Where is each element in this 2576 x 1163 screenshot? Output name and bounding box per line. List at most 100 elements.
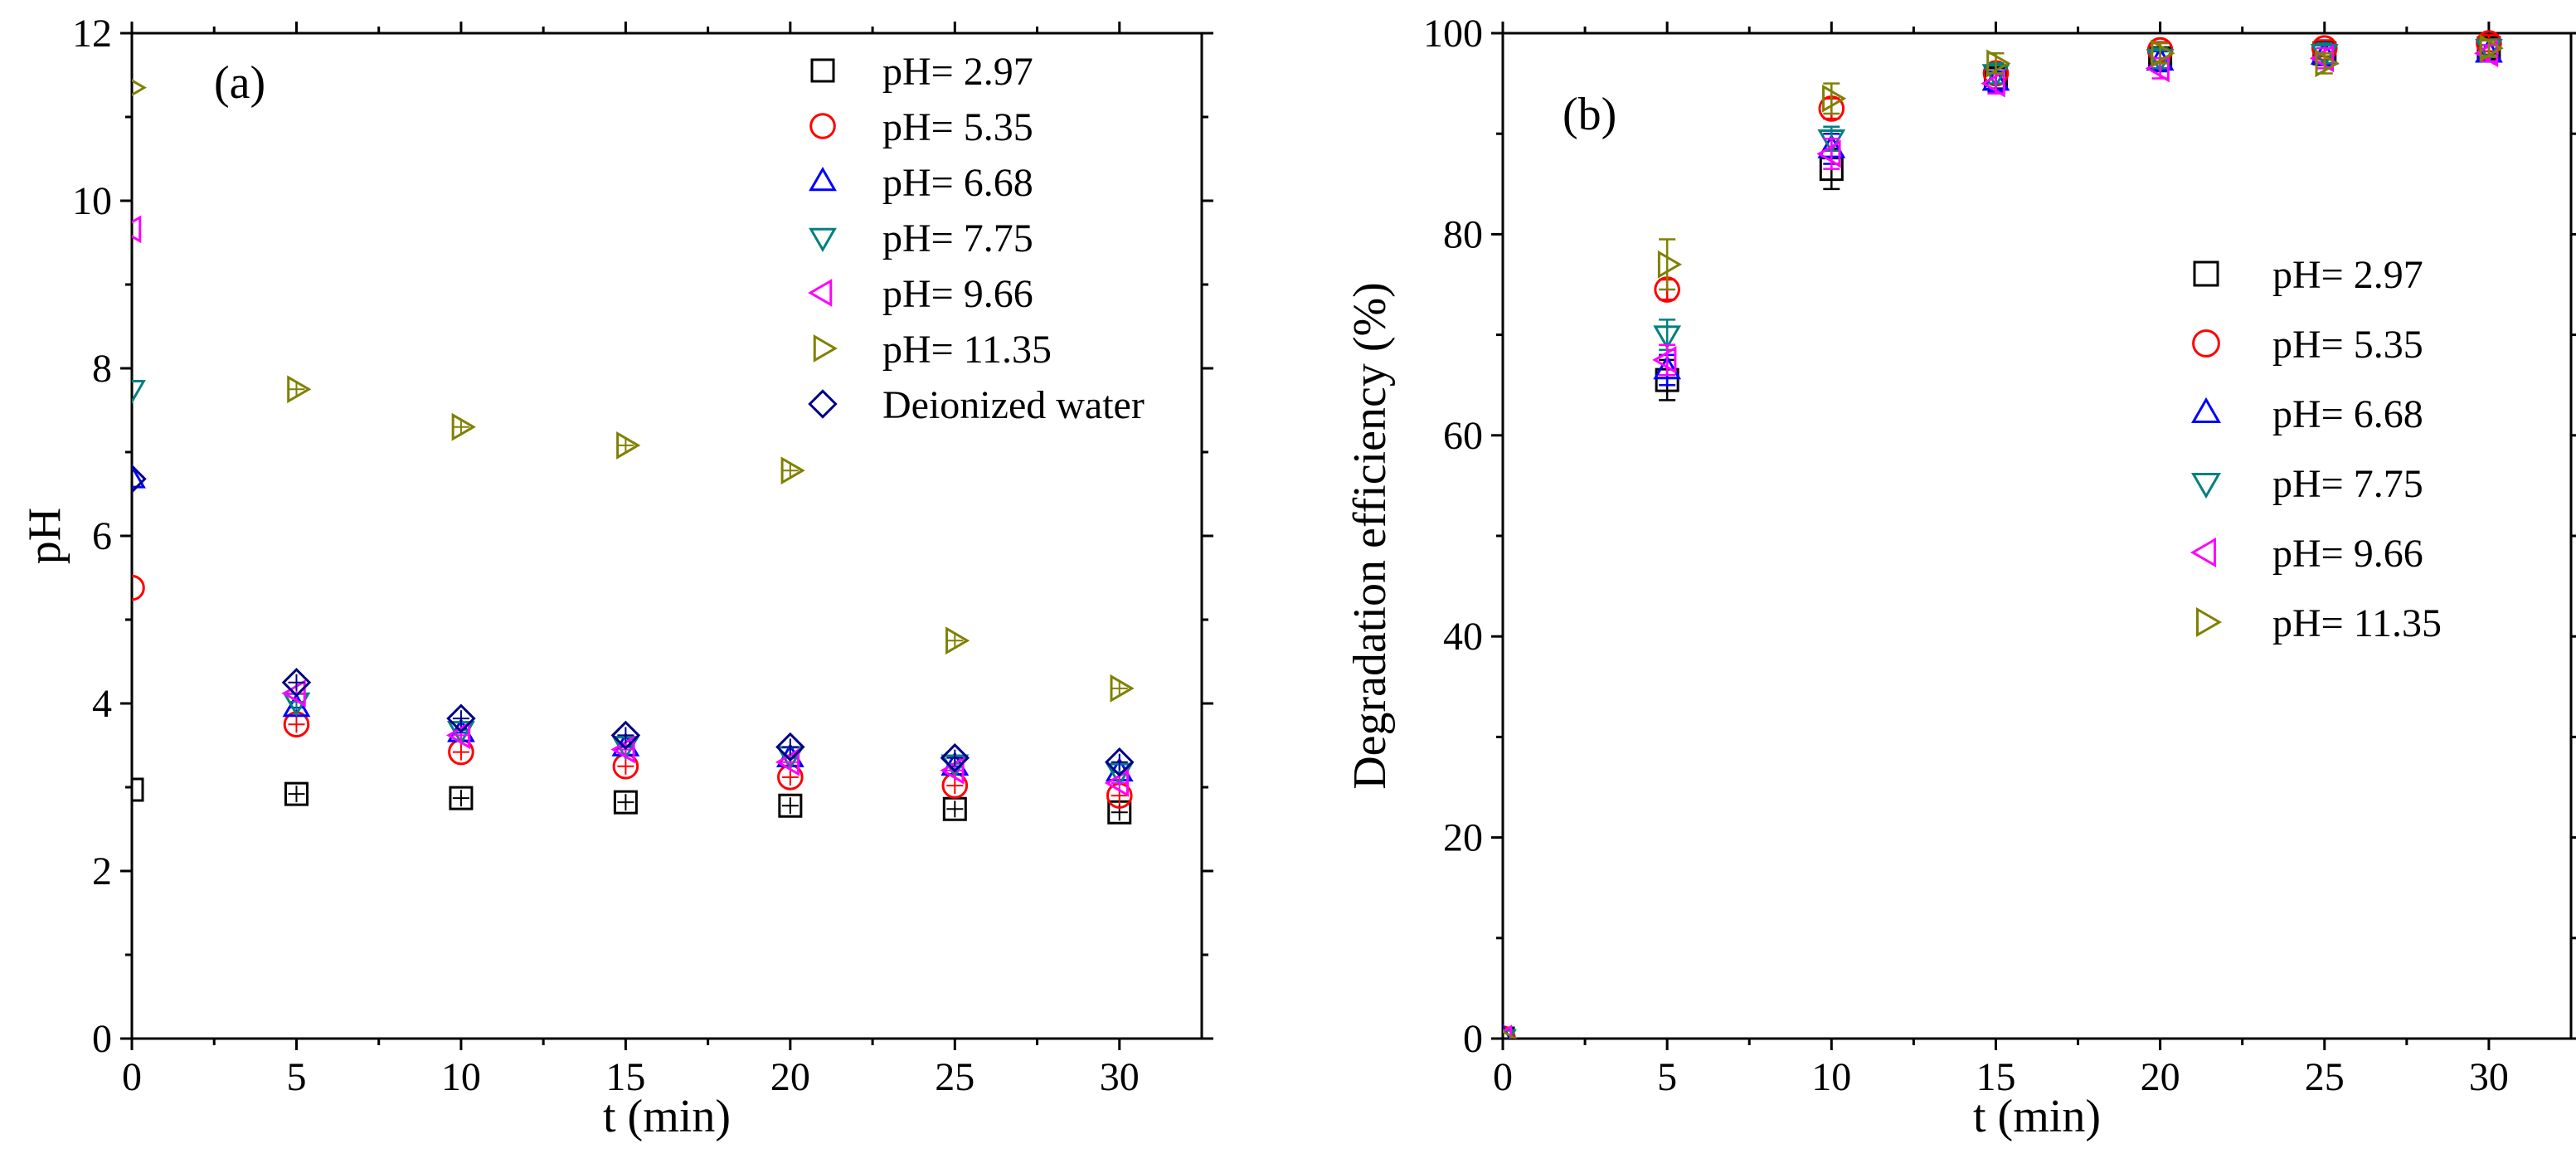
panel-a-legend-label: pH= 2.97 bbox=[882, 50, 1033, 94]
panel-a-series-ph-11-35 bbox=[132, 79, 1135, 703]
panel-b-chart: 0 5 10 15 20 25 30 0 20 40 60 80 100 t (min) Degradati… bbox=[1344, 12, 2576, 1142]
panel-a-legend-label: pH= 6.68 bbox=[882, 161, 1033, 205]
panel-b-legend-label: pH= 9.66 bbox=[2272, 532, 2423, 576]
panel-b-y-tick-label: 80 bbox=[1443, 212, 1483, 256]
panel-b-y-tick-label: 0 bbox=[1463, 1017, 1483, 1061]
panel-b-data-point bbox=[1981, 69, 2005, 98]
panel-b-legend-label: pH= 5.35 bbox=[2272, 323, 2423, 367]
panel-b-data-point bbox=[2473, 39, 2499, 68]
panel-b-legend: pH= 2.97 pH= 5.35 pH= 6.68 pH= 7.75 pH= 9.66… bbox=[2190, 253, 2442, 645]
panel-a-legend: pH= 2.97 pH= 5.35 pH= 6.68 pH= 7.75 pH= 9.66… bbox=[808, 50, 1145, 427]
panel-a-data-point bbox=[610, 720, 641, 751]
panel-b-x-tick-label: 15 bbox=[1976, 1055, 2015, 1099]
panel-a-y-tick-label: 10 bbox=[72, 179, 112, 223]
panel-b-legend-item: pH= 7.75 bbox=[2190, 462, 2423, 506]
panel-a-legend-label: pH= 9.66 bbox=[882, 272, 1033, 316]
panel-a-legend-item: pH= 11.35 bbox=[813, 328, 1052, 372]
panel-b-legend-item: pH= 11.35 bbox=[2196, 601, 2442, 645]
panel-a-legend-label: pH= 7.75 bbox=[882, 217, 1033, 260]
panel-a-data-point bbox=[775, 732, 805, 762]
panel-a-legend-item: Deionized water bbox=[808, 383, 1145, 427]
panel-b-y-tick-label: 40 bbox=[1443, 615, 1483, 659]
panel-b-y-axis-label: Degradation efficiency (%) bbox=[1344, 282, 1396, 790]
panel-a-panel-label: (a) bbox=[214, 57, 265, 109]
panel-a-data-point bbox=[940, 742, 970, 773]
panel-b-legend-item: pH= 6.68 bbox=[2190, 392, 2423, 436]
panel-a-x-tick-label: 5 bbox=[286, 1055, 306, 1099]
panel-b-legend-label: pH= 7.75 bbox=[2272, 462, 2423, 506]
panel-a-data-point bbox=[132, 215, 142, 244]
panel-b-x-tick-label: 20 bbox=[2141, 1055, 2180, 1099]
panel-b-legend-marker bbox=[2190, 397, 2222, 423]
panel-b-data-point bbox=[1986, 49, 2011, 78]
panel-b-data-point bbox=[1657, 250, 1683, 279]
panel-a-y-tick-label: 2 bbox=[92, 849, 112, 893]
panel-a-y-tick-label: 0 bbox=[92, 1017, 112, 1061]
panel-a-legend-marker bbox=[813, 334, 838, 363]
panel-a-legend-marker bbox=[809, 167, 837, 192]
panel-a-y-tick-label: 4 bbox=[92, 682, 112, 726]
panel-a-legend-marker bbox=[809, 113, 836, 139]
panel-a-data-layer bbox=[132, 79, 1135, 825]
panel-a-data-point bbox=[132, 79, 147, 97]
panel-b-data-point bbox=[2479, 34, 2504, 63]
panel-a-data-point bbox=[1105, 747, 1135, 777]
panel-a-x-tick-label: 30 bbox=[1100, 1055, 1140, 1099]
panel-b-x-tick-label: 10 bbox=[1811, 1055, 1851, 1099]
panel-b-y-tick-label: 100 bbox=[1423, 12, 1483, 56]
panel-a-series-deionized-water bbox=[132, 464, 1135, 777]
panel-a-legend-item: pH= 9.66 bbox=[808, 272, 1033, 316]
panel-b-x-tick-label: 25 bbox=[2305, 1055, 2345, 1099]
panel-a-data-point bbox=[132, 574, 145, 601]
panel-a-data-point bbox=[284, 781, 309, 806]
panel-b-legend-item: pH= 2.97 bbox=[2193, 253, 2423, 297]
panel-a-legend-marker bbox=[808, 279, 833, 307]
panel-b-data-point bbox=[1817, 129, 1846, 154]
panel-a-legend-label: pH= 11.35 bbox=[882, 328, 1052, 372]
panel-a-data-point bbox=[778, 793, 803, 818]
panel-b-data-point bbox=[1652, 345, 1677, 374]
panel-a-legend-item: pH= 7.75 bbox=[809, 217, 1033, 260]
panel-b-legend-label: pH= 6.68 bbox=[2272, 392, 2423, 436]
panel-a-chart: 0 5 10 15 20 25 30 0 2 4 6 8 10 12 t (min) pH (a) pH= 2.9… bbox=[19, 12, 1213, 1142]
panel-a-legend-item: pH= 6.68 bbox=[809, 161, 1033, 205]
panel-b-data-point bbox=[2315, 49, 2340, 78]
panel-b-x-tick-label: 0 bbox=[1493, 1055, 1513, 1099]
panel-a-data-point bbox=[942, 796, 967, 821]
panel-a-legend-label: Deionized water bbox=[882, 383, 1145, 427]
panel-a-legend-marker bbox=[810, 58, 835, 83]
panel-b-legend-marker bbox=[2196, 606, 2223, 638]
panel-b-data-point bbox=[2151, 39, 2175, 68]
panel-b-data-point bbox=[1503, 1029, 1518, 1039]
panel-b-legend-label: pH= 2.97 bbox=[2272, 253, 2423, 297]
panel-a-data-point bbox=[613, 790, 638, 815]
panel-b-data-point bbox=[1816, 139, 1841, 168]
panel-a-data-point bbox=[132, 464, 146, 489]
panel-b-legend-marker bbox=[2190, 537, 2216, 568]
panel-b-x-tick-label: 5 bbox=[1657, 1055, 1677, 1099]
panel-b-data-point bbox=[1822, 84, 1847, 113]
panel-a-legend-label: pH= 5.35 bbox=[882, 105, 1033, 149]
panel-a-x-tick-label: 10 bbox=[441, 1055, 481, 1099]
panel-b-x-axis-label: t (min) bbox=[1973, 1091, 2101, 1142]
panel-a-series-ph-2-97 bbox=[132, 777, 1132, 825]
panel-b-x-tick-label: 30 bbox=[2469, 1055, 2509, 1099]
panel-a-y-tick-label: 6 bbox=[92, 514, 112, 558]
panel-a-y-tick-label: 8 bbox=[92, 347, 112, 391]
panel-b-y-tick-label: 60 bbox=[1443, 414, 1483, 458]
panel-a-y-axis-label: pH bbox=[19, 508, 70, 564]
panel-a-legend-item: pH= 5.35 bbox=[809, 105, 1033, 149]
panel-b-legend-marker bbox=[2193, 260, 2219, 287]
panel-b-series-ph-11-35 bbox=[1503, 34, 2504, 1039]
panel-a-x-tick-label: 25 bbox=[935, 1055, 975, 1099]
panel-b-y-tick-label: 20 bbox=[1443, 816, 1483, 860]
panel-a-data-point bbox=[132, 777, 144, 802]
panel-b-legend-label: pH= 11.35 bbox=[2272, 601, 2442, 645]
panel-a-x-tick-label: 0 bbox=[122, 1055, 142, 1099]
panel-b-legend-marker bbox=[2190, 473, 2222, 499]
panel-a-legend-item: pH= 2.97 bbox=[810, 50, 1033, 94]
panel-b-data-layer bbox=[1503, 30, 2504, 1039]
panel-a-legend-marker bbox=[808, 389, 838, 419]
panel-a-legend-marker bbox=[809, 227, 837, 252]
